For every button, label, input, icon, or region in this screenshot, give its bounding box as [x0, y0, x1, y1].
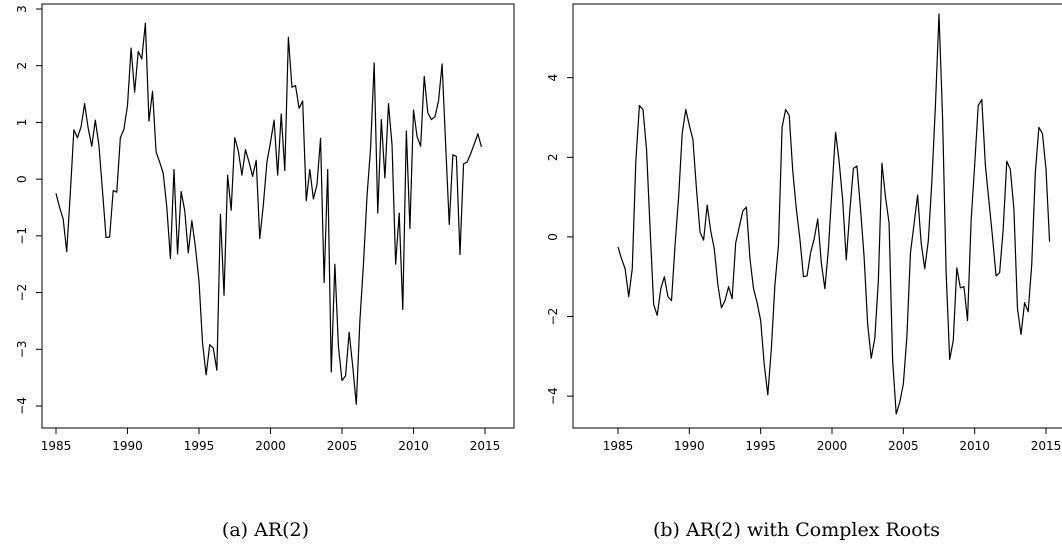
series-line — [55, 22, 483, 405]
caption-b: (b) AR(2) with Complex Roots — [652, 519, 941, 541]
y-tick-label: −2 — [546, 308, 560, 326]
caption-a: (a) AR(2) — [221, 519, 310, 541]
x-tick-label: 2005 — [327, 439, 358, 453]
y-tick-label: 2 — [546, 153, 560, 161]
y-tick-label: 0 — [546, 233, 560, 241]
x-tick-label: 2000 — [817, 439, 848, 453]
y-tick-label: 3 — [15, 5, 29, 13]
plot-frame — [41, 3, 515, 429]
series-line — [617, 13, 1051, 415]
x-tick-label: 1995 — [745, 439, 776, 453]
x-tick-label: 1985 — [41, 439, 72, 453]
x-tick-label: 2005 — [888, 439, 919, 453]
x-tick-label: 2015 — [1031, 439, 1062, 453]
x-tick-label: 1990 — [112, 439, 143, 453]
x-tick-label: 2010 — [398, 439, 429, 453]
x-tick-label: 1985 — [603, 439, 634, 453]
x-tick-label: 2010 — [959, 439, 990, 453]
x-tick-label: 2015 — [470, 439, 501, 453]
y-tick-label: 1 — [15, 119, 29, 127]
y-tick-label: 0 — [15, 175, 29, 183]
y-tick-label: 2 — [15, 62, 29, 70]
y-tick-label: −4 — [546, 387, 560, 405]
y-tick-label: 4 — [546, 74, 560, 82]
chart-a: 1985 1990 1995 2000 2005 2010 2015 −4 −3 −2 −1 0 1 2 3 — [15, 3, 515, 453]
y-tick-label: −2 — [15, 284, 29, 302]
plot-frame — [572, 3, 1062, 429]
x-tick-label: 1990 — [674, 439, 705, 453]
x-tick-label: 2000 — [255, 439, 286, 453]
y-tick-label: −1 — [15, 227, 29, 245]
x-tick-label: 1995 — [184, 439, 215, 453]
y-tick-label: −4 — [15, 397, 29, 415]
chart-b: 1985 1990 1995 2000 2005 2010 2015 −4 −2 0 2 4 — [546, 3, 1062, 453]
y-tick-label: −3 — [15, 340, 29, 358]
